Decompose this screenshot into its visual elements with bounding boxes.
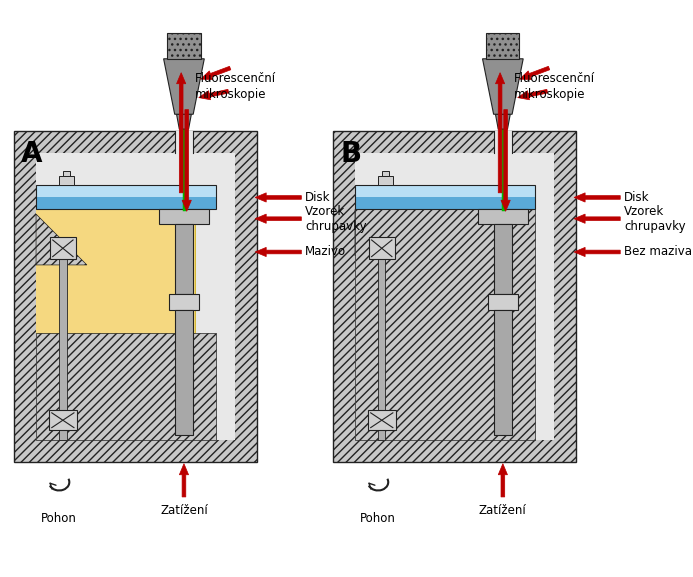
FancyArrow shape <box>501 110 510 211</box>
Bar <box>175 131 193 153</box>
Bar <box>36 185 216 197</box>
FancyArrow shape <box>199 89 229 100</box>
FancyArrow shape <box>574 214 620 223</box>
Bar <box>355 185 535 197</box>
Text: Mazivo: Mazivo <box>305 245 346 258</box>
Text: Vzorek
chrupavky: Vzorek chrupavky <box>624 205 685 233</box>
Text: Fluorescenční
mikroskopie: Fluorescenční mikroskopie <box>195 72 277 101</box>
Polygon shape <box>495 114 510 129</box>
Bar <box>378 176 393 185</box>
FancyArrow shape <box>182 110 191 211</box>
Text: Disk: Disk <box>305 191 331 204</box>
Bar <box>50 237 76 260</box>
FancyArrow shape <box>574 248 620 257</box>
Bar <box>167 33 200 59</box>
Text: Disk: Disk <box>624 191 649 204</box>
Text: Fluorescenční
mikroskopie: Fluorescenční mikroskopie <box>514 72 595 101</box>
FancyArrow shape <box>200 66 231 80</box>
Bar <box>59 260 67 440</box>
Text: Zatížení: Zatížení <box>479 504 527 518</box>
Polygon shape <box>36 214 87 265</box>
Bar <box>368 410 396 430</box>
Bar <box>355 197 535 209</box>
Bar <box>493 131 512 153</box>
Bar <box>175 224 193 294</box>
FancyArrow shape <box>574 193 620 202</box>
Polygon shape <box>164 59 204 114</box>
Bar <box>382 171 389 176</box>
Bar <box>159 209 209 224</box>
Bar <box>355 185 535 209</box>
Text: A: A <box>21 140 43 168</box>
Bar <box>63 171 70 176</box>
Text: B: B <box>340 140 361 168</box>
Bar <box>486 33 520 59</box>
Bar <box>493 224 512 294</box>
FancyArrow shape <box>520 66 550 80</box>
Bar <box>355 209 535 440</box>
Text: Bez maziva: Bez maziva <box>624 245 692 258</box>
Bar <box>478 209 528 224</box>
FancyArrow shape <box>179 464 188 497</box>
Polygon shape <box>355 209 401 256</box>
Bar <box>14 131 257 462</box>
FancyArrow shape <box>255 248 301 257</box>
Polygon shape <box>36 209 209 334</box>
Bar <box>169 294 199 310</box>
Polygon shape <box>177 114 191 129</box>
Bar <box>36 334 216 440</box>
FancyArrow shape <box>498 464 507 497</box>
Bar <box>369 237 395 260</box>
Bar <box>355 153 554 440</box>
FancyArrow shape <box>518 89 547 100</box>
Bar <box>493 310 512 435</box>
Bar <box>378 260 385 440</box>
Text: Zatížení: Zatížení <box>160 504 208 518</box>
Bar <box>488 294 518 310</box>
Bar <box>36 185 216 209</box>
Text: Vzorek
chrupavky: Vzorek chrupavky <box>305 205 367 233</box>
Bar <box>333 131 576 462</box>
Bar <box>59 176 74 185</box>
Bar <box>36 153 235 440</box>
Bar <box>175 310 193 435</box>
Polygon shape <box>36 209 173 334</box>
FancyArrow shape <box>255 193 301 202</box>
FancyArrow shape <box>495 73 505 193</box>
Polygon shape <box>482 59 523 114</box>
FancyArrow shape <box>177 73 186 193</box>
Bar <box>49 410 77 430</box>
FancyArrow shape <box>255 214 301 223</box>
Text: Pohon: Pohon <box>360 512 396 524</box>
Bar <box>36 197 216 209</box>
Text: Pohon: Pohon <box>41 512 77 524</box>
